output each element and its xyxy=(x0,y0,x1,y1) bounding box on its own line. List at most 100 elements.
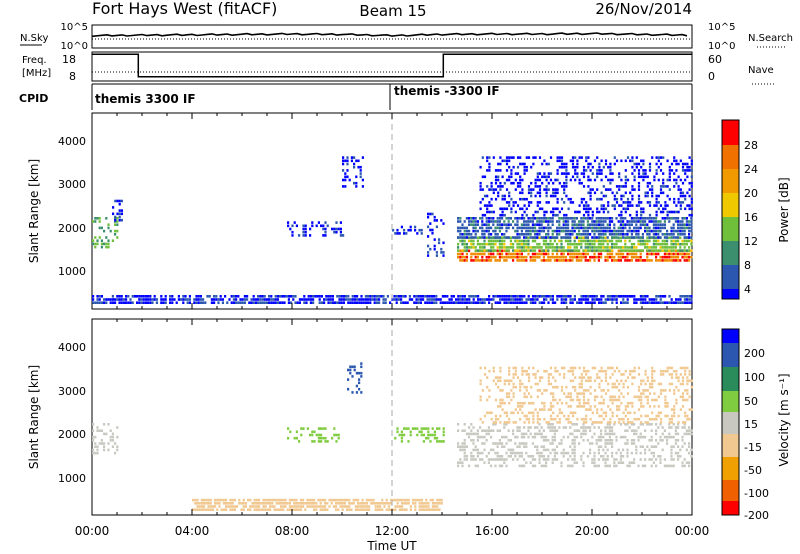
power-marks-cell xyxy=(525,207,528,211)
velocity-marks-cell xyxy=(553,439,556,442)
velocity-marks-cell xyxy=(442,430,445,434)
power-marks-cell xyxy=(542,252,545,256)
velocity-marks-cell xyxy=(685,429,688,432)
velocity-marks-cell xyxy=(619,461,622,464)
power-marks-cell xyxy=(600,255,603,259)
power-marks-cell xyxy=(487,242,490,246)
power-marks-cell xyxy=(609,162,612,166)
velocity-marks-cell xyxy=(242,498,245,502)
power-marks-cell xyxy=(688,213,691,217)
freq-line xyxy=(92,53,692,78)
power-marks-cell xyxy=(455,298,458,301)
power-marks-cell xyxy=(527,217,530,220)
power-marks-cell xyxy=(487,217,490,220)
velocity-marks-cell xyxy=(542,439,545,442)
velocity-marks-cell xyxy=(354,498,357,502)
velocity-marks-cell xyxy=(653,398,656,402)
power-marks-cell xyxy=(655,236,658,240)
power-marks-cell xyxy=(630,220,633,223)
velocity-marks-cell xyxy=(433,430,436,434)
velocity-marks-cell xyxy=(611,455,614,458)
velocity-marks-cell xyxy=(646,395,649,399)
velocity-marks-cell xyxy=(516,435,519,439)
velocity-marks-cell xyxy=(107,448,110,452)
velocity-marks-cell xyxy=(194,498,197,502)
velocity-marks-cell xyxy=(499,369,502,373)
power-marks-cell xyxy=(580,239,583,243)
power-marks-cell xyxy=(180,298,183,301)
power-marks-cell xyxy=(529,259,532,262)
power-marks-cell xyxy=(116,212,119,216)
velocity-marks-cell xyxy=(683,432,686,436)
power-marks-cell xyxy=(96,217,99,220)
velocity-marks-cell xyxy=(646,414,649,418)
velocity-marks-cell xyxy=(264,505,267,508)
velocity-marks-cell xyxy=(646,423,649,426)
power-marks-cell xyxy=(589,169,592,172)
velocity-marks-cell xyxy=(315,508,318,511)
power-marks-cell xyxy=(395,295,398,298)
power-marks-cell xyxy=(589,207,592,211)
power-marks-cell xyxy=(615,159,619,163)
velocity-marks-cell xyxy=(580,432,583,436)
power-marks-cell xyxy=(620,178,623,182)
power-marks-cell xyxy=(624,226,627,230)
power-marks-cell xyxy=(246,298,249,301)
velocity-marks-cell xyxy=(425,508,428,511)
power-marks-cell xyxy=(532,156,535,159)
velocity-marks-cell xyxy=(529,455,532,458)
power-marks-cell xyxy=(468,217,471,220)
power-marks-cell xyxy=(465,252,468,256)
velocity-marks-cell xyxy=(608,426,611,429)
power-marks-cell xyxy=(437,298,440,301)
power-marks-cell xyxy=(270,301,273,304)
velocity-marks-cell xyxy=(631,369,634,373)
velocity-marks-cell xyxy=(527,379,531,383)
velocity-marks-cell xyxy=(536,445,539,448)
power-marks-cell xyxy=(672,229,675,233)
velocity-marks-cell xyxy=(648,405,652,408)
power-marks-cell xyxy=(512,246,515,249)
velocity-marks-cell xyxy=(507,439,510,442)
power-marks-cell xyxy=(672,226,675,230)
velocity-marks-cell xyxy=(607,366,610,370)
power-marks-cell xyxy=(630,236,633,239)
power-marks-cell xyxy=(232,295,235,298)
velocity-marks-cell xyxy=(619,435,622,439)
power-marks-cell xyxy=(582,239,585,243)
power-marks-cell xyxy=(485,223,488,226)
velocity-marks-cell xyxy=(624,423,627,426)
power-marks-cell xyxy=(662,181,665,185)
velocity-marks-cell xyxy=(613,369,616,373)
velocity-marks-cell xyxy=(242,502,245,505)
power-marks-cell xyxy=(690,295,693,298)
power-marks-cell xyxy=(403,232,406,235)
power-marks-cell xyxy=(549,156,553,159)
power-marks-cell xyxy=(670,255,673,259)
power-marks-cell xyxy=(600,301,603,304)
power-marks-cell xyxy=(530,165,533,169)
power-marks-cell xyxy=(507,226,510,230)
velocity-marks-cell xyxy=(681,421,685,424)
velocity-marks-cell xyxy=(553,429,556,432)
power-marks-cell xyxy=(442,222,445,225)
velocity-marks-cell xyxy=(531,458,534,461)
velocity-marks-cell xyxy=(501,408,504,411)
velocity-marks-cell xyxy=(657,455,660,458)
power-marks-cell xyxy=(538,178,542,182)
velocity-marks-cell xyxy=(348,508,351,511)
velocity-marks-cell xyxy=(591,461,594,464)
velocity-cb-tick-100: 100 xyxy=(744,371,765,384)
velocity-marks-cell xyxy=(631,405,634,408)
velocity-marks-cell xyxy=(657,442,660,445)
velocity-marks-cell xyxy=(486,376,489,379)
power-marks-cell xyxy=(575,217,578,220)
velocity-marks-cell xyxy=(622,448,625,452)
velocity-cb-tick-50: 50 xyxy=(744,395,758,408)
power-marks-cell xyxy=(624,191,627,195)
power-marks-cell xyxy=(646,255,649,259)
power-marks-cell xyxy=(646,242,649,246)
velocity-marks-cell xyxy=(542,464,545,468)
power-marks-cell xyxy=(508,194,511,198)
velocity-marks-cell xyxy=(540,451,543,455)
